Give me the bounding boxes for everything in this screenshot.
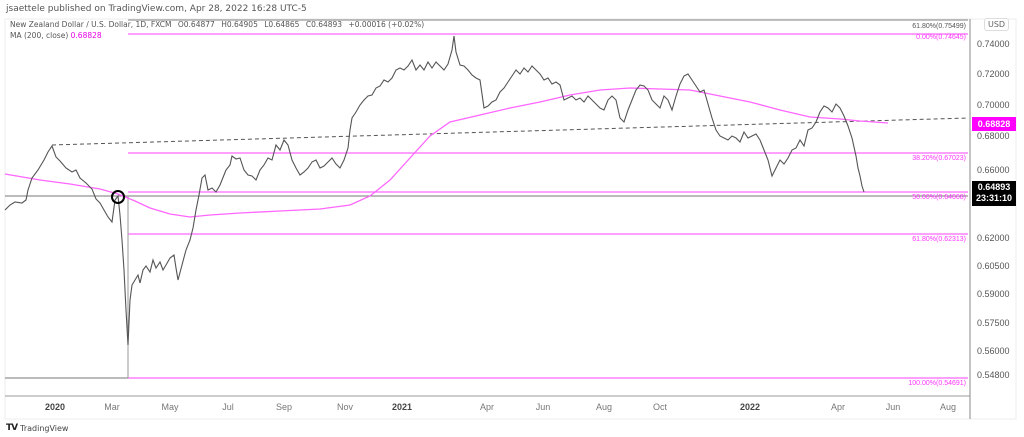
last-price-badge: 0.64893 23:31:10 xyxy=(972,181,1016,206)
ma-price-badge: 0.68828 xyxy=(972,117,1016,131)
currency-button[interactable]: USD xyxy=(984,18,1010,31)
high-value: H0.64905 xyxy=(221,20,258,29)
svg-text:Jul: Jul xyxy=(222,402,234,412)
svg-text:0.72000: 0.72000 xyxy=(977,69,1010,79)
svg-text:0.66000: 0.66000 xyxy=(977,165,1010,175)
svg-text:Aug: Aug xyxy=(940,402,956,412)
svg-text:61.80%(0.62313): 61.80%(0.62313) xyxy=(912,236,966,243)
ohlc-row: New Zealand Dollar / U.S. Dollar, 1D, FX… xyxy=(10,19,428,30)
svg-text:0.60500: 0.60500 xyxy=(977,261,1010,271)
tradingview-brand: TradingView xyxy=(20,423,69,433)
ma-value: 0.68828 xyxy=(70,31,102,40)
svg-text:Apr: Apr xyxy=(831,402,845,412)
svg-text:May: May xyxy=(161,402,179,412)
svg-text:2022: 2022 xyxy=(740,402,760,412)
svg-text:61.80%(0.75499): 61.80%(0.75499) xyxy=(912,23,966,30)
svg-text:Jun: Jun xyxy=(886,402,901,412)
svg-text:38.20%(0.67023): 38.20%(0.67023) xyxy=(912,155,966,162)
svg-text:0.56000: 0.56000 xyxy=(977,346,1010,356)
circle-marker[interactable] xyxy=(111,190,125,204)
svg-text:Mar: Mar xyxy=(104,402,120,412)
change-value: +0.00016 (+0.02%) xyxy=(348,20,425,29)
price-series xyxy=(4,35,865,346)
currency-label: USD xyxy=(988,20,1006,29)
svg-text:2020: 2020 xyxy=(45,402,65,412)
svg-text:0.57500: 0.57500 xyxy=(977,318,1010,328)
ma-badge-label: 0.68828 xyxy=(977,119,1011,129)
svg-text:Oct: Oct xyxy=(653,402,668,412)
svg-text:0.74000: 0.74000 xyxy=(977,39,1010,49)
svg-text:0.70000: 0.70000 xyxy=(977,100,1010,110)
low-value: L0.64865 xyxy=(264,20,300,29)
svg-text:0.62000: 0.62000 xyxy=(977,233,1010,243)
tradingview-logo-icon: TV xyxy=(6,423,18,433)
svg-text:Jun: Jun xyxy=(536,402,551,412)
svg-text:Apr: Apr xyxy=(480,402,494,412)
symbol-title[interactable]: New Zealand Dollar / U.S. Dollar, 1D, FX… xyxy=(10,20,172,29)
last-price-label: 0.64893 xyxy=(977,182,1011,192)
bar-countdown: 23:31:10 xyxy=(975,193,1013,203)
fib-levels[interactable] xyxy=(5,19,968,379)
publisher-credit: jsaettele published on TradingView.com, … xyxy=(6,4,307,14)
ma-label: MA (200, close) xyxy=(10,31,69,40)
time-axis-ticks: 2020 Mar May Jul Sep Nov 2021 Apr Jun Au… xyxy=(45,402,956,412)
svg-text:0.54800: 0.54800 xyxy=(977,370,1010,380)
svg-text:50.00%(0.64668): 50.00%(0.64668) xyxy=(912,194,966,201)
svg-text:0.59000: 0.59000 xyxy=(977,289,1010,299)
svg-text:Aug: Aug xyxy=(596,402,612,412)
svg-text:Nov: Nov xyxy=(337,402,354,412)
chart-legend: New Zealand Dollar / U.S. Dollar, 1D, FX… xyxy=(10,19,428,41)
close-value: C0.64893 xyxy=(305,20,343,29)
price-axis-ticks: 0.74000 0.72000 0.70000 0.68000 0.66000 … xyxy=(977,39,1010,380)
ma-200-line xyxy=(4,87,889,218)
ma-row[interactable]: MA (200, close) 0.68828 xyxy=(10,30,428,41)
open-value: O0.64877 xyxy=(177,20,215,29)
tradingview-footer[interactable]: TV TradingView xyxy=(6,423,68,433)
svg-text:0.00%(0.74645): 0.00%(0.74645) xyxy=(916,34,966,41)
fib-labels: 61.80%(0.75499) 0.00%(0.74645) 38.20%(0.… xyxy=(908,23,966,387)
svg-text:Sep: Sep xyxy=(276,402,292,412)
svg-text:0.68000: 0.68000 xyxy=(977,131,1010,141)
chart-frame xyxy=(4,18,1017,420)
trendline-dashed[interactable] xyxy=(51,117,969,146)
svg-text:100.00%(0.54691): 100.00%(0.54691) xyxy=(908,380,966,387)
svg-text:2021: 2021 xyxy=(392,402,412,412)
